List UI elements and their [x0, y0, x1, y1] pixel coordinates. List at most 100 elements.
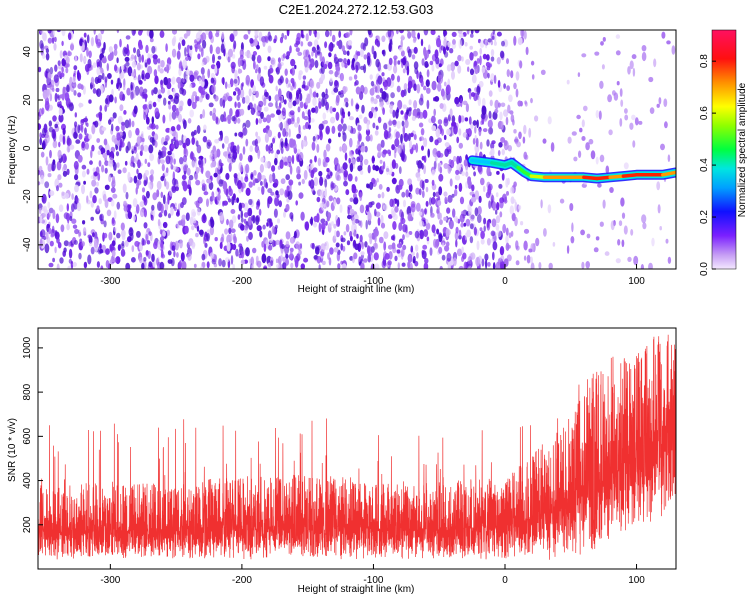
heatmap-point	[458, 33, 464, 38]
heatmap-point	[48, 227, 52, 235]
heatmap-point	[505, 116, 509, 126]
heatmap-point	[203, 124, 207, 131]
heatmap-point	[136, 62, 141, 71]
heatmap-point	[391, 210, 396, 218]
heatmap-point	[640, 264, 644, 269]
heatmap-point	[62, 135, 66, 145]
heatmap-point	[167, 100, 171, 105]
heatmap-point	[112, 112, 117, 119]
heatmap-point	[238, 243, 243, 248]
heatmap-point	[270, 113, 275, 118]
heatmap-point	[420, 38, 424, 47]
heatmap-point	[298, 192, 304, 199]
heatmap-point	[189, 45, 193, 50]
heatmap-point	[540, 69, 546, 76]
heatmap-point	[301, 178, 305, 185]
heatmap-point	[414, 230, 420, 239]
heatmap-point	[425, 222, 431, 230]
heatmap-point	[290, 58, 296, 67]
heatmap-point	[207, 68, 211, 79]
heatmap-point	[340, 118, 344, 124]
heatmap-point	[252, 179, 256, 186]
heatmap-point	[339, 146, 342, 152]
heatmap-point	[238, 202, 242, 212]
heatmap-point	[356, 51, 361, 56]
heatmap-point	[267, 188, 273, 194]
heatmap-point	[115, 125, 120, 132]
heatmap-point	[233, 40, 237, 50]
heatmap-point	[279, 76, 285, 84]
heatmap-point	[413, 134, 417, 141]
heatmap-point	[381, 150, 387, 158]
heatmap-point	[401, 120, 405, 127]
heatmap-point	[487, 119, 493, 128]
heatmap-point	[285, 203, 290, 212]
heatmap-point	[131, 257, 136, 263]
heatmap-point	[248, 88, 252, 97]
heatmap-point	[205, 170, 211, 179]
heatmap-point	[221, 32, 225, 40]
heatmap-point	[462, 100, 468, 106]
heatmap-point	[264, 91, 269, 97]
heatmap-point	[407, 31, 412, 39]
heatmap-point	[261, 185, 265, 195]
heatmap-point	[191, 160, 196, 169]
heatmap-point	[90, 76, 95, 86]
heatmap-point	[234, 101, 237, 108]
heatmap-point	[96, 88, 102, 97]
heatmap-point	[437, 150, 441, 158]
heatmap-point	[383, 122, 388, 131]
heatmap-point	[122, 46, 128, 57]
heatmap-point	[498, 183, 503, 189]
heatmap-point	[257, 172, 262, 182]
heatmap-point	[57, 60, 61, 66]
heatmap-point	[436, 37, 441, 48]
heatmap-point	[124, 56, 130, 62]
heatmap-point	[285, 240, 290, 248]
heatmap-point	[78, 252, 82, 260]
heatmap-point	[225, 92, 230, 98]
heatmap-point	[347, 206, 351, 215]
heatmap-point	[174, 240, 179, 251]
heatmap-point	[501, 148, 505, 156]
heatmap-point	[406, 30, 410, 33]
heatmap-point	[91, 144, 95, 152]
heatmap-point	[111, 123, 114, 132]
heatmap-point	[488, 127, 494, 135]
heatmap-point	[224, 81, 228, 89]
heatmap-point	[322, 112, 327, 120]
heatmap-point	[58, 113, 64, 123]
heatmap-point	[85, 142, 89, 150]
heatmap-point	[157, 94, 162, 99]
heatmap-point	[196, 125, 201, 134]
heatmap-point	[265, 182, 269, 189]
heatmap-point	[426, 87, 431, 94]
heatmap-point	[288, 83, 292, 88]
heatmap-point	[59, 134, 63, 143]
heatmap-point	[144, 169, 150, 176]
heatmap-point	[280, 178, 286, 185]
heatmap-point	[393, 65, 398, 74]
heatmap-point	[423, 140, 428, 148]
heatmap-point	[164, 178, 167, 187]
heatmap-point	[338, 91, 341, 96]
heatmap-point	[210, 218, 215, 228]
heatmap-point	[266, 114, 271, 124]
heatmap-point	[278, 96, 283, 101]
heatmap-point	[470, 30, 474, 35]
heatmap-point	[214, 237, 218, 242]
heatmap-point	[53, 42, 57, 51]
heatmap-point	[649, 107, 655, 114]
heatmap-point	[493, 33, 497, 43]
heatmap-point	[187, 253, 192, 261]
heatmap-point	[81, 241, 85, 247]
heatmap-point	[46, 88, 50, 98]
heatmap-point	[401, 262, 406, 267]
heatmap-point	[479, 227, 483, 232]
heatmap-point	[666, 40, 671, 45]
heatmap-point	[396, 249, 401, 254]
heatmap-point	[510, 196, 515, 205]
heatmap-point	[503, 140, 509, 151]
heatmap-point	[165, 43, 168, 53]
